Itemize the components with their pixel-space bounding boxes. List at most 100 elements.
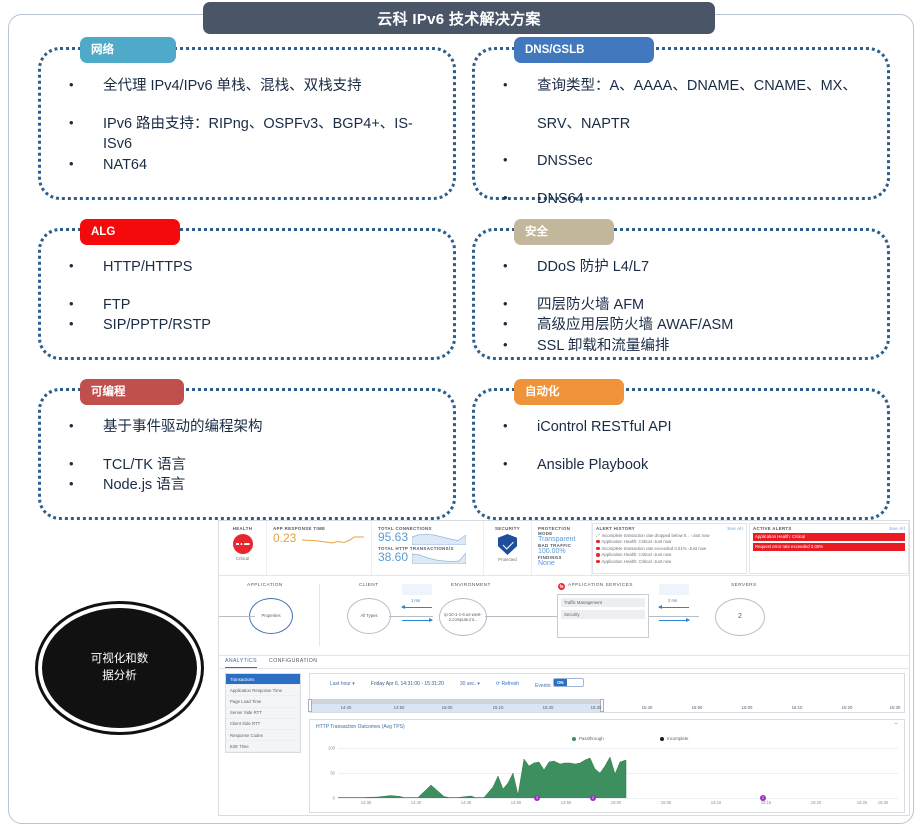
passthrough-area-series bbox=[338, 756, 627, 798]
events-toggle[interactable]: ON bbox=[553, 678, 584, 687]
feature-header-alg: ALG bbox=[80, 219, 180, 245]
events-toggle-group: Events: ON bbox=[535, 678, 584, 689]
analytics-menu-item-app-response-time[interactable]: Application Response Time bbox=[226, 685, 300, 697]
feature-item: 基于事件驱动的编程架构 bbox=[59, 417, 441, 438]
feature-box-security: 安全 DDoS 防护 L4/L7 四层防火墙 AFM 高级应用层防火墙 AWAF… bbox=[472, 219, 890, 360]
legend-passthrough: Passthrough bbox=[572, 736, 604, 741]
active-alert-bar[interactable]: Application Health: Critical bbox=[753, 533, 905, 541]
feature-list-alg: HTTP/HTTPS FTP SIP/PPTP/RSTP bbox=[59, 257, 441, 336]
x-tick: 15:00 bbox=[610, 800, 622, 805]
ruler-tick: 15:40 bbox=[641, 704, 653, 710]
server-inbound-arrow bbox=[658, 604, 689, 610]
analytics-menu-item-e2e-time[interactable]: E2E Time bbox=[226, 741, 300, 753]
active-alerts-title: ACTIVE ALERTS bbox=[753, 526, 792, 531]
feature-list-programmable: 基于事件驱动的编程架构 TCL/TK 语言 Node.js 语言 bbox=[59, 417, 441, 496]
analytics-menu-item-page-load-time[interactable]: Page Load Time bbox=[226, 696, 300, 708]
y-tick: 0 bbox=[332, 795, 335, 801]
x-tick: 14:35 bbox=[360, 800, 372, 805]
total-connections-label: TOTAL CONNECTIONS bbox=[378, 526, 432, 531]
alert-text: Application Health: Critical -Just now bbox=[601, 539, 672, 545]
app-response-value: 0.23 bbox=[273, 531, 297, 546]
feature-box-network: 网络 全代理 IPv4/IPv6 单栈、混栈、双栈支持 IPv6 路由支持：RI… bbox=[38, 37, 456, 200]
feature-item: FTP bbox=[59, 295, 441, 316]
ruler-tick: 16:10 bbox=[791, 704, 803, 710]
application-services-box: Traffic Management Security bbox=[557, 594, 649, 638]
event-marker[interactable]: 2 bbox=[760, 795, 766, 801]
interval-dropdown[interactable]: 30 sec. ▾ bbox=[460, 681, 480, 687]
time-panel: Last hour ▾ Friday Apr 6, 14:31:00 - 15:… bbox=[308, 673, 906, 713]
service-item[interactable]: Traffic Management bbox=[561, 598, 645, 608]
x-tick: 14:55 bbox=[560, 800, 572, 805]
feature-box-programmable: 可编程 基于事件驱动的编程架构 TCL/TK 语言 Node.js 语言 bbox=[38, 379, 456, 520]
server-latency-label: 2 ms bbox=[668, 598, 678, 603]
feature-box-alg: ALG HTTP/HTTPS FTP SIP/PPTP/RSTP bbox=[38, 219, 456, 360]
time-range-dropdown[interactable]: Last hour ▾ bbox=[330, 681, 355, 687]
feature-item: iControl RESTful API bbox=[493, 417, 875, 438]
ruler-tick: 14:50 bbox=[393, 704, 405, 710]
collapse-icon[interactable]: − bbox=[893, 721, 898, 728]
refresh-button[interactable]: ⟳ Refresh bbox=[496, 681, 519, 687]
time-ruler[interactable]: 14:40 14:50 15:00 15:10 15:20 15:30 15:4… bbox=[308, 699, 906, 712]
analytics-menu: Transactions Application Response Time P… bbox=[225, 673, 301, 754]
active-alert-bar[interactable]: Request error rate exceeded 0.05% bbox=[753, 542, 905, 551]
feature-header-security: 安全 bbox=[514, 219, 614, 245]
app-response-sparkline bbox=[302, 536, 365, 544]
feature-item: DDoS 防护 L4/L7 bbox=[493, 257, 875, 278]
dashboard-stats-bar: HEALTH Critical APP RESPONSE TIME 0.23 T… bbox=[219, 521, 909, 576]
environment-label: ENVIRONMENT bbox=[451, 583, 491, 588]
client-node[interactable]: All Types bbox=[347, 598, 391, 634]
alert-row[interactable]: Incomplete transaction rate dropped belo… bbox=[596, 533, 743, 538]
alert-row[interactable]: Application Health: Critical -Just now bbox=[596, 552, 743, 557]
x-tick: 15:20 bbox=[810, 800, 822, 805]
alert-text: Incomplete transaction rate dropped belo… bbox=[601, 532, 710, 538]
server-latency-sparkline bbox=[659, 584, 689, 595]
app-response-stat: APP RESPONSE TIME 0.23 bbox=[267, 521, 372, 575]
application-services-label: APPLICATION SERVICES bbox=[568, 583, 633, 588]
x-tick: 15:10 bbox=[710, 800, 722, 805]
feature-item-continuation: SRV、NAPTR bbox=[537, 115, 631, 132]
connections-stats: TOTAL CONNECTIONS 95.63 TOTAL HTTP TRANS… bbox=[372, 521, 484, 575]
analytics-menu-item-server-side-rtt[interactable]: Server Side RTT bbox=[226, 707, 300, 719]
visualization-ellipse: 可视化和数 据分析 bbox=[38, 604, 201, 732]
refresh-icon: ⟳ bbox=[495, 680, 501, 687]
event-marker[interactable]: 2 bbox=[590, 795, 596, 801]
alert-row[interactable]: Incomplete transaction rate exceeded 0.0… bbox=[596, 546, 743, 551]
legend-dot-icon bbox=[572, 736, 576, 741]
analytics-menu-item-response-codes[interactable]: Response Codes bbox=[226, 729, 300, 742]
tab-configuration[interactable]: CONFIGURATION bbox=[269, 658, 318, 664]
feature-item: HTTP/HTTPS bbox=[59, 257, 441, 278]
analytics-menu-item-client-side-rtt[interactable]: Client Side RTT bbox=[226, 718, 300, 730]
tab-analytics[interactable]: ANALYTICS bbox=[225, 658, 258, 668]
alert-history-see-all[interactable]: See All bbox=[727, 526, 743, 531]
chart-card: HTTP Transaction Outcomes (Avg TPS) − Pa… bbox=[309, 719, 905, 813]
alert-row[interactable]: Application Health: Critical -Just now bbox=[596, 539, 743, 544]
date-range-label: Friday Apr 6, 14:31:00 - 15:31:20 bbox=[370, 680, 444, 687]
feature-item: Node.js 语言 bbox=[59, 475, 441, 496]
active-alerts-see-all[interactable]: See All bbox=[889, 526, 905, 531]
feature-item: NAT64 bbox=[59, 155, 441, 176]
servers-node[interactable]: 2 bbox=[715, 598, 765, 636]
service-item[interactable]: Security bbox=[561, 609, 645, 620]
ruler-handle-right[interactable] bbox=[600, 699, 604, 712]
chart-plot-area: 100 50 0 14:35 14:40 14:45 14:50 14:55 1… bbox=[328, 746, 898, 805]
feature-item: TCL/TK 语言 bbox=[59, 455, 441, 476]
f5-logo-icon: f5 bbox=[558, 583, 565, 590]
application-node[interactable]: Properties bbox=[249, 598, 293, 634]
analytics-menu-item-transactions[interactable]: Transactions bbox=[226, 674, 300, 686]
feature-item: SSL 卸载和流量编排 bbox=[493, 336, 875, 357]
ruler-tick: 16:00 bbox=[741, 704, 753, 710]
ellipse-line-2: 据分析 bbox=[102, 670, 137, 682]
event-marker[interactable]: 3 bbox=[534, 795, 540, 801]
ruler-handle-left[interactable] bbox=[308, 699, 312, 712]
critical-icon bbox=[596, 559, 600, 564]
alert-row[interactable]: Application Health: Critical -Just now bbox=[596, 559, 743, 564]
active-alerts-header: ACTIVE ALERTS See All bbox=[753, 526, 905, 531]
ruler-selection-grip[interactable] bbox=[310, 699, 602, 704]
page-title: 云科 IPv6 技术解决方案 bbox=[203, 2, 715, 34]
environment-node[interactable]: ip-10-1-1-9.us-west-2.compute.int... bbox=[439, 598, 487, 636]
ruler-tick: 16:30 bbox=[889, 704, 901, 710]
active-alerts-panel: ACTIVE ALERTS See All Application Health… bbox=[749, 523, 909, 574]
bad-traffic-label: BAD TRAFFIC bbox=[538, 543, 572, 548]
x-tick: 15:30 bbox=[877, 800, 889, 805]
legend-label: Incomplete bbox=[667, 736, 689, 741]
